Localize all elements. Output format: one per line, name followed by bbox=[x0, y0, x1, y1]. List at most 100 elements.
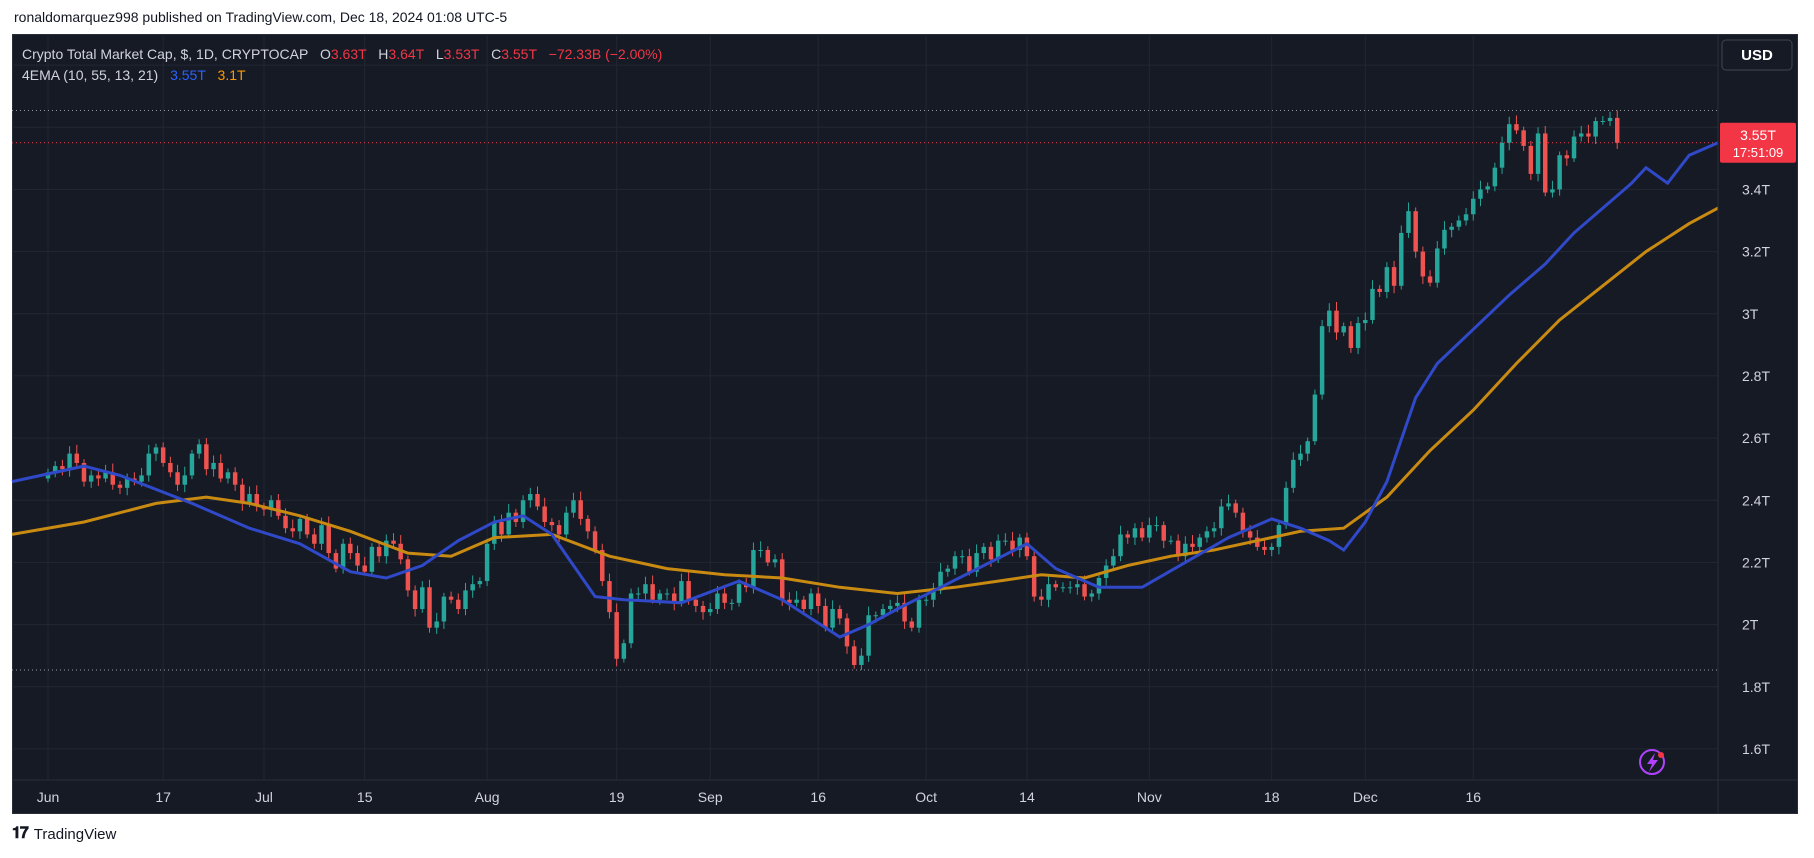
candle bbox=[549, 518, 555, 532]
candle bbox=[1190, 535, 1195, 555]
candle bbox=[1377, 285, 1382, 297]
candle bbox=[60, 459, 65, 476]
y-tick-label: 3.2T bbox=[1742, 244, 1770, 260]
candle bbox=[794, 591, 799, 607]
candle bbox=[1571, 130, 1577, 163]
candle bbox=[1478, 180, 1483, 207]
y-tick-label: 1.6T bbox=[1742, 741, 1770, 757]
candle bbox=[506, 503, 511, 539]
x-tick-label: 19 bbox=[609, 789, 625, 805]
candle bbox=[1118, 525, 1123, 562]
candle bbox=[1406, 202, 1411, 238]
candle bbox=[952, 551, 958, 575]
candle bbox=[808, 588, 814, 616]
candle bbox=[967, 548, 972, 576]
time-axis: Jun 17 Jul 15 Aug 19 Sep 16 Oct 14 Nov 18 Dec 16 bbox=[37, 789, 1482, 805]
grid bbox=[12, 34, 1718, 780]
y-tick-label: 2T bbox=[1742, 617, 1759, 633]
candle bbox=[1528, 140, 1534, 181]
candle bbox=[470, 575, 475, 598]
candle bbox=[1427, 270, 1433, 287]
candle bbox=[1060, 582, 1066, 593]
candle bbox=[585, 515, 591, 539]
x-tick-label: Nov bbox=[1137, 789, 1162, 805]
candle bbox=[621, 639, 627, 663]
candle bbox=[916, 594, 922, 633]
candle bbox=[1168, 535, 1174, 545]
candle bbox=[1543, 126, 1548, 197]
candle bbox=[1226, 494, 1231, 511]
candle bbox=[412, 585, 418, 617]
candle bbox=[1111, 548, 1116, 570]
candle bbox=[636, 587, 641, 600]
candle bbox=[1593, 117, 1598, 145]
candle bbox=[1507, 116, 1512, 151]
candle bbox=[851, 640, 857, 669]
x-tick-label: 15 bbox=[357, 789, 373, 805]
tradingview-logo-icon: 𝟏𝟕 bbox=[12, 825, 29, 842]
candle bbox=[456, 593, 461, 615]
brand-name: TradingView bbox=[33, 825, 117, 843]
lightning-icon[interactable] bbox=[1639, 749, 1665, 775]
candle bbox=[110, 463, 116, 490]
candle bbox=[1147, 517, 1152, 543]
candle bbox=[1348, 321, 1354, 353]
candle bbox=[232, 467, 238, 491]
candle bbox=[1456, 215, 1462, 231]
y-tick-label: 2.6T bbox=[1742, 430, 1770, 446]
candle bbox=[1363, 312, 1368, 331]
ema-fast-value: 3.55T bbox=[170, 67, 206, 83]
ema-slow-value: 3.1T bbox=[217, 67, 246, 83]
candle bbox=[542, 497, 547, 527]
candle bbox=[1139, 522, 1145, 542]
candle bbox=[333, 549, 339, 573]
candle bbox=[355, 545, 360, 573]
candle bbox=[1449, 222, 1454, 238]
candle bbox=[196, 439, 202, 459]
candle bbox=[268, 495, 274, 518]
candle bbox=[1600, 116, 1606, 125]
candle bbox=[1269, 543, 1274, 557]
candle bbox=[211, 455, 216, 477]
open-value: 3.63T bbox=[330, 46, 367, 62]
low-value: 3.53T bbox=[443, 46, 480, 62]
x-tick-label: Aug bbox=[475, 789, 500, 805]
candle bbox=[1183, 536, 1188, 563]
footer-brand[interactable]: 𝟏𝟕 TradingView bbox=[12, 825, 116, 843]
candle bbox=[427, 579, 432, 633]
candle bbox=[1341, 322, 1346, 337]
high-label: H bbox=[378, 46, 389, 62]
candle bbox=[664, 588, 670, 600]
currency-button[interactable]: USD bbox=[1721, 39, 1793, 71]
y-tick-label: 2.4T bbox=[1742, 492, 1770, 508]
candle bbox=[1579, 126, 1584, 142]
candle bbox=[463, 582, 468, 616]
candle bbox=[88, 470, 94, 488]
candle bbox=[758, 541, 763, 558]
candle bbox=[772, 554, 778, 568]
candle bbox=[405, 555, 411, 597]
candle bbox=[362, 556, 367, 576]
symbol-label: Crypto Total Market Cap, $, 1D, CRYPTOCA… bbox=[22, 46, 309, 62]
candle bbox=[564, 506, 569, 539]
candle bbox=[1327, 303, 1332, 333]
candle bbox=[643, 576, 648, 601]
candle bbox=[1283, 481, 1289, 529]
candle bbox=[276, 494, 281, 520]
candle bbox=[859, 648, 864, 670]
candle bbox=[1125, 530, 1130, 544]
candle bbox=[1420, 246, 1426, 284]
candle bbox=[290, 519, 295, 538]
candle bbox=[1197, 533, 1202, 551]
x-tick-label: Sep bbox=[698, 789, 723, 805]
candle bbox=[218, 454, 223, 483]
candle bbox=[182, 466, 187, 493]
y-tick-label: 2.8T bbox=[1742, 368, 1770, 384]
candle bbox=[153, 443, 159, 462]
ema-label: 4EMA (10, 55, 13, 21) bbox=[22, 67, 159, 83]
candle bbox=[520, 495, 526, 529]
candle bbox=[1312, 389, 1318, 445]
candle bbox=[1334, 301, 1339, 340]
candle bbox=[1017, 533, 1022, 558]
